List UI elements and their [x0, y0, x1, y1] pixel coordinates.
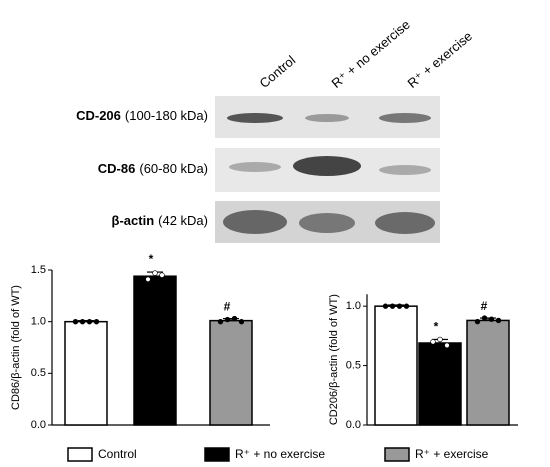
- significance-mark: *: [149, 252, 154, 266]
- legend-label: R⁺ + no exercise: [235, 447, 325, 461]
- band: [379, 113, 431, 123]
- blot-images: [215, 96, 440, 243]
- significance-mark: *: [434, 320, 439, 334]
- data-point: [231, 315, 238, 322]
- data-point: [93, 318, 100, 325]
- y-tick-label: 1.0: [31, 316, 46, 328]
- row-label: β-actin (42 kDa): [112, 213, 208, 228]
- y-tick-label: 0.5: [346, 359, 361, 371]
- y-axis-label: CD206/β-actin (fold of WT): [328, 294, 340, 425]
- data-point: [444, 342, 450, 349]
- significance-mark: #: [224, 300, 231, 314]
- data-point: [217, 318, 224, 325]
- row-label: CD-206 (100-180 kDa): [76, 108, 208, 123]
- band: [293, 156, 361, 176]
- band: [299, 213, 355, 233]
- band: [229, 162, 281, 172]
- band: [305, 114, 349, 122]
- lane-label: Control: [256, 52, 298, 90]
- data-point: [79, 318, 86, 325]
- y-axis-label: CD86/β-actin (fold of WT): [10, 285, 22, 410]
- data-point: [86, 318, 93, 325]
- data-point: [396, 303, 403, 309]
- data-point: [159, 272, 165, 278]
- y-tick-label: 0.0: [346, 419, 361, 431]
- data-point: [437, 336, 443, 343]
- band: [223, 210, 287, 234]
- bar: [209, 319, 253, 426]
- row-label: CD-86 (60-80 kDa): [98, 161, 208, 176]
- bar: [133, 275, 177, 426]
- row-name: CD-206: [76, 108, 121, 123]
- lane-label: R⁺ + exercise: [404, 28, 475, 91]
- row-size: (42 kDa): [158, 213, 208, 228]
- legend-label: Control: [98, 447, 137, 461]
- y-tick-label: 0.0: [31, 419, 46, 431]
- data-point: [481, 315, 488, 321]
- row-size: (100-180 kDa): [125, 108, 208, 123]
- lane-label: R⁺ + no exercise: [328, 17, 412, 91]
- data-point: [389, 303, 396, 309]
- bar: [374, 305, 418, 426]
- y-tick-label: 0.5: [31, 367, 46, 379]
- row-name: β-actin: [112, 213, 155, 228]
- bar: [418, 342, 462, 426]
- bar: [64, 320, 108, 426]
- significance-mark: #: [481, 299, 488, 313]
- band: [375, 212, 435, 234]
- row-name: CD-86: [98, 161, 136, 176]
- data-point: [488, 316, 495, 322]
- legend-label: R⁺ + exercise: [415, 447, 489, 461]
- y-tick-label: 1.5: [31, 264, 46, 276]
- data-point: [152, 270, 158, 276]
- data-point: [238, 318, 245, 325]
- data-point: [382, 303, 389, 309]
- data-point: [495, 317, 502, 324]
- data-point: [430, 339, 436, 345]
- legend-swatch: [67, 447, 93, 462]
- band: [379, 165, 431, 175]
- data-point: [145, 276, 151, 282]
- data-point: [474, 318, 481, 325]
- data-point: [72, 318, 79, 325]
- band: [227, 113, 283, 123]
- legend-swatch: [204, 447, 230, 462]
- y-tick-label: 1.0: [346, 300, 361, 312]
- data-point: [224, 316, 231, 323]
- legend-swatch: [384, 447, 410, 462]
- row-size: (60-80 kDa): [139, 161, 208, 176]
- bar: [466, 319, 510, 426]
- data-point: [403, 303, 410, 309]
